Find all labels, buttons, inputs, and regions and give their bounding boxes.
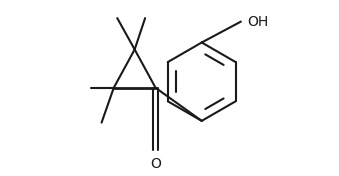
- Text: O: O: [150, 158, 161, 171]
- Text: OH: OH: [247, 15, 268, 29]
